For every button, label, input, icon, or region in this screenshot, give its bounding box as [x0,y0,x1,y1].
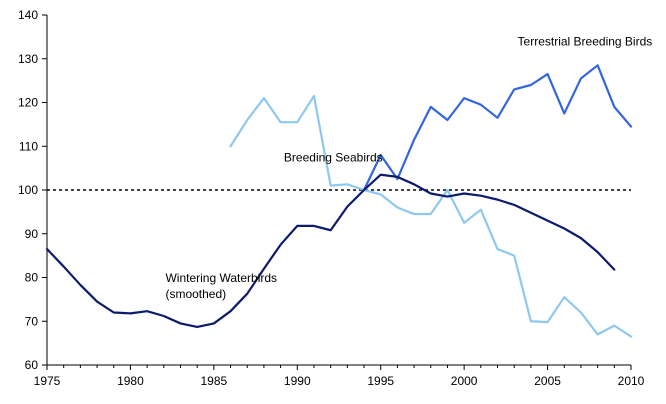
series-label-waterbirds: Wintering Waterbirds [165,271,277,285]
x-tick-label: 1980 [117,374,144,388]
x-tick-label: 1985 [201,374,228,388]
series-group [45,64,633,338]
series-label-terrestrial: Terrestrial Breeding Birds [518,35,653,49]
series-line-0 [362,64,633,192]
x-tick-label: 1990 [284,374,311,388]
y-tick-label: 60 [25,358,39,372]
series-label-waterbirds: (smoothed) [165,287,226,301]
y-tick-label: 80 [25,271,39,285]
series-labels: Terrestrial Breeding Birds Breeding Seabi… [165,35,652,301]
series-line-1 [229,94,633,338]
axes: 60 70 80 90 100 110 120 130 140 1975 1980 1985 1990 1… [18,8,645,388]
x-tick-label: 1995 [367,374,394,388]
y-tick-label: 130 [18,52,38,66]
y-tick-label: 120 [18,96,38,110]
y-tick-label: 70 [25,314,39,328]
x-tick-label: 1975 [34,374,61,388]
x-tick-label: 2010 [618,374,645,388]
series-label-seabirds: Breeding Seabirds [284,151,383,165]
y-tick-label: 140 [18,8,38,22]
series-line-2 [45,173,616,329]
y-tick-label: 110 [19,139,38,153]
x-tick-label: 2005 [534,374,561,388]
y-tick-label: 90 [25,227,39,241]
y-tick-label: 100 [18,183,38,197]
x-tick-label: 2000 [451,374,478,388]
